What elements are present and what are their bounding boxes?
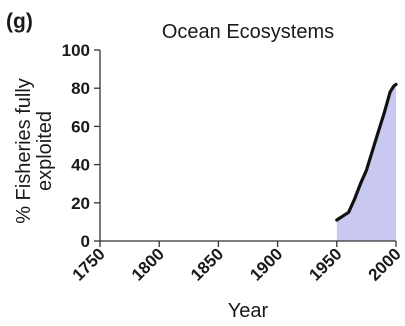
y-tick-label: 40 [71, 156, 90, 175]
x-axis-label: Year [228, 300, 269, 322]
y-tick-label: 20 [71, 194, 90, 213]
y-ticks: 0 20 40 60 80 100 [62, 41, 100, 251]
y-axis-label: % Fisheries fully exploited [13, 78, 56, 224]
chart-title: Ocean Ecosystems [162, 21, 334, 43]
y-axis-label-line-1: % Fisheries fully [13, 78, 35, 224]
y-tick-label: 80 [71, 79, 90, 98]
y-tick-label: 100 [62, 41, 90, 60]
x-tick-label: 1750 [69, 244, 109, 284]
panel-label: (g) [6, 10, 33, 33]
y-axis-label-line-2: exploited [34, 111, 56, 191]
x-tick-label: 1800 [128, 244, 168, 284]
series-line [335, 82, 398, 222]
x-ticks: 1750 1800 1850 1900 1950 2000 [69, 241, 405, 285]
x-tick-label: 2000 [365, 244, 405, 284]
y-tick-label: 0 [81, 232, 90, 251]
y-tick-label: 60 [71, 117, 90, 136]
x-tick-label: 1850 [187, 244, 227, 284]
plot-area [99, 50, 398, 242]
x-tick-label: 1950 [305, 244, 345, 284]
x-tick-label: 1900 [246, 244, 286, 284]
